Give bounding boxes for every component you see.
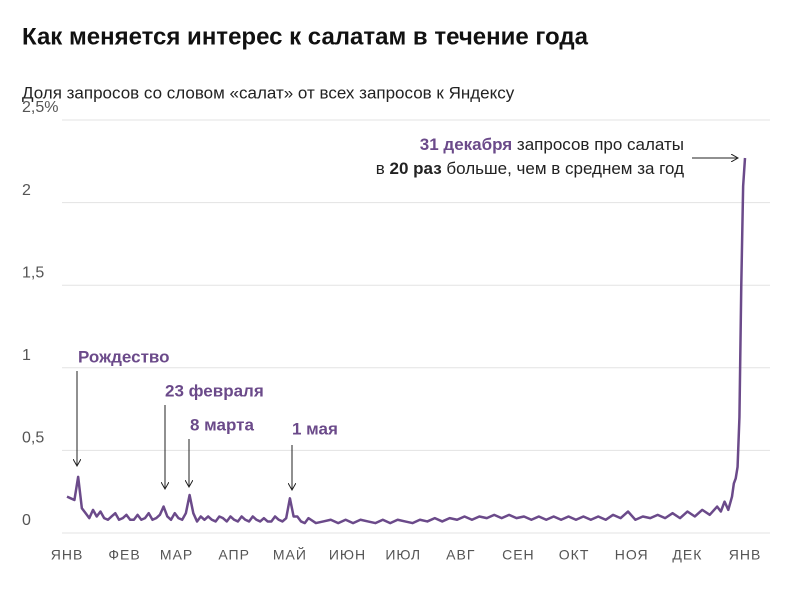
- note: 31 декабря запросов про салаты: [420, 135, 684, 154]
- note-text: запросов про салаты: [512, 135, 684, 154]
- x-tick-label: СЕН: [502, 547, 535, 563]
- x-tick-label: ИЮН: [329, 547, 366, 563]
- note-text: больше, чем в среднем за год: [442, 159, 684, 178]
- x-tick-label: МАЙ: [273, 546, 307, 563]
- annotation: 23 февраля: [165, 381, 264, 400]
- y-tick-label: 0: [22, 512, 31, 529]
- x-tick-label: ИЮЛ: [385, 547, 421, 563]
- annotation: 8 марта: [190, 415, 254, 434]
- y-tick-label: 0,5: [22, 430, 44, 447]
- x-tick-label: ЯНВ: [729, 547, 762, 563]
- x-tick-label: ДЕК: [672, 547, 702, 563]
- note-bold: 31 декабря: [420, 135, 512, 154]
- y-tick-label: 2: [22, 182, 31, 199]
- note-text: в: [376, 159, 390, 178]
- chart-title: Как меняется интерес к салатам в течение…: [22, 23, 589, 50]
- x-tick-label: ЯНВ: [51, 547, 84, 563]
- y-tick-label: 2,5%: [22, 99, 58, 116]
- y-tick-label: 1,5: [22, 264, 44, 281]
- grid: 0 0,5 1 1,5 2 2,5% ЯНВ ФЕВ МАР АПР МАЙ ИЮН ИЮЛ АВГ СЕН…: [22, 99, 770, 563]
- x-tick-label: АВГ: [446, 547, 475, 563]
- x-tick-label: МАР: [160, 547, 193, 563]
- annotation: 1 мая: [292, 419, 338, 438]
- y-tick-label: 1: [22, 347, 31, 364]
- annotation: Рождество: [78, 347, 170, 366]
- line: [66, 157, 747, 525]
- x-tick-label: НОЯ: [615, 547, 649, 563]
- note: в 20 раз больше, чем в среднем за год: [376, 159, 684, 178]
- note-bold: 20 раз: [390, 159, 442, 178]
- plot: [66, 157, 747, 525]
- x-tick-label: ОКТ: [559, 547, 590, 563]
- x-tick-label: АПР: [218, 547, 250, 563]
- chart-subtitle: Доля запросов со словом «салат» от всех …: [22, 83, 515, 102]
- x-tick-label: ФЕВ: [108, 547, 140, 563]
